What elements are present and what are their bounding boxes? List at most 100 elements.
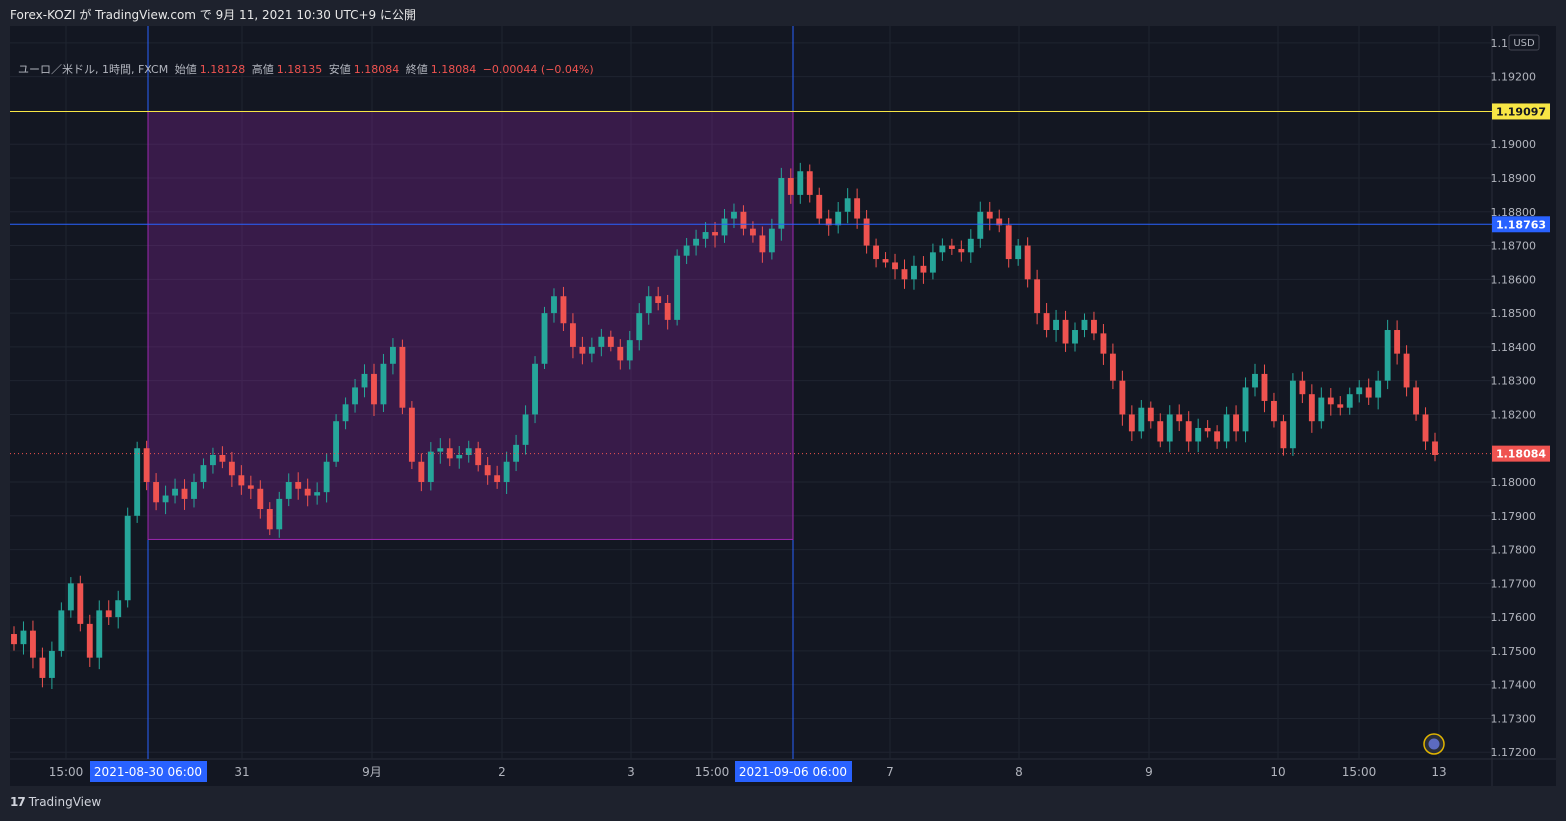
- candle-body: [191, 482, 197, 499]
- price-axis[interactable]: 1.193001.192001.190001.189001.188001.187…: [1491, 37, 1537, 759]
- price-tick-label: 1.17200: [1491, 746, 1537, 759]
- candle-body: [778, 178, 785, 229]
- tradingview-brand[interactable]: 17 TradingView: [10, 795, 101, 809]
- candle-body: [1223, 414, 1230, 442]
- candle-body: [1214, 431, 1221, 442]
- candle-body: [96, 610, 103, 658]
- candle-body: [749, 228, 756, 236]
- candle-body: [475, 448, 482, 466]
- candle-body: [1346, 394, 1353, 408]
- candle-body: [664, 302, 671, 320]
- candle-body: [1147, 407, 1154, 422]
- candle-body: [1053, 319, 1060, 331]
- candle-body: [1166, 414, 1173, 442]
- candle-body: [797, 171, 804, 195]
- candle-body: [134, 448, 141, 516]
- price-tick-label: 1.18000: [1491, 476, 1537, 489]
- candle-body: [295, 482, 302, 489]
- candle-body: [39, 657, 46, 678]
- candle-body: [958, 248, 965, 253]
- publish-header: Forex-KOZI が TradingView.com で 9月 11, 20…: [0, 0, 1566, 26]
- candle-body: [759, 235, 766, 253]
- clock-icon-face: [1428, 738, 1440, 750]
- legend-change: −0.00044 (−0.04%): [482, 63, 594, 76]
- candle-body: [124, 515, 131, 601]
- price-tick-label: 1.18900: [1491, 172, 1537, 185]
- range-end-label: 2021-09-06 06:00: [739, 765, 847, 779]
- candle-body: [844, 198, 851, 212]
- candle-body: [276, 498, 283, 530]
- candle-body: [11, 634, 17, 645]
- candle-body: [1024, 245, 1031, 280]
- legend-high-value: 1.18135: [276, 63, 323, 76]
- candle-body: [967, 238, 974, 253]
- candle-body: [172, 488, 178, 496]
- candle-body: [408, 407, 415, 462]
- candle-body: [1365, 387, 1372, 398]
- candle-body: [768, 228, 775, 253]
- legend-open-label: 始値: [174, 63, 197, 76]
- time-tick-label: 7: [886, 765, 894, 779]
- currency-badge[interactable]: USD: [1508, 34, 1540, 51]
- candle-body: [323, 461, 330, 493]
- candle-body: [636, 313, 643, 341]
- candle-body: [427, 451, 434, 483]
- candle-body: [1299, 380, 1306, 395]
- candle-body: [380, 363, 387, 405]
- candle-body: [1157, 421, 1164, 442]
- candle-body: [1195, 427, 1202, 442]
- candle-body: [721, 218, 728, 236]
- candle-body: [1394, 330, 1401, 354]
- legend-high-label: 高値: [251, 63, 274, 76]
- symbol-legend[interactable]: ユーロ／米ドル, 1時間, FXCM 始値 1.18128 高値 1.18135 安…: [18, 61, 597, 77]
- legend-open-value: 1.18128: [199, 63, 246, 76]
- candle-body: [352, 387, 358, 405]
- candle-body: [456, 454, 463, 459]
- candle-body: [731, 211, 737, 219]
- candle-body: [58, 610, 65, 651]
- candle-body: [389, 346, 396, 364]
- candle-body: [361, 373, 368, 388]
- price-tick-label: 1.17300: [1491, 712, 1537, 725]
- price-tick-label: 1.18800: [1491, 206, 1537, 219]
- candle-body: [210, 454, 216, 466]
- price-axis-background[interactable]: [1492, 26, 1556, 786]
- price-tick-label: 1.18500: [1491, 307, 1537, 320]
- range-start-label: 2021-08-30 06:00: [94, 765, 202, 779]
- candle-body: [285, 482, 292, 499]
- candle-body: [30, 630, 36, 658]
- candle-body: [948, 245, 955, 249]
- candle-body: [532, 363, 538, 415]
- legend-close-label: 終値: [405, 63, 428, 76]
- time-tick-label: 15:00: [1342, 765, 1377, 779]
- candle-body: [1128, 414, 1135, 432]
- blue-level-label: 1.18763: [1496, 218, 1546, 231]
- candle-body: [702, 232, 709, 239]
- candle-body: [1233, 414, 1239, 432]
- candle-body: [1289, 380, 1296, 449]
- time-tick-label: 31: [234, 765, 249, 779]
- clock-icon[interactable]: [1423, 733, 1445, 755]
- time-tick-label: 2: [498, 765, 506, 779]
- price-tick-label: 1.17600: [1491, 611, 1537, 624]
- price-tick-label: 1.19000: [1491, 138, 1537, 151]
- candle-body: [181, 488, 188, 499]
- candle-body: [200, 465, 207, 483]
- candle-body: [1015, 245, 1022, 260]
- candle-body: [873, 245, 880, 260]
- time-axis[interactable]: 15:00 31 9月 2 3 15:00 7 8 9 10 15:00 13 2021-08-30 0…: [49, 761, 1447, 782]
- time-tick-label: 9: [1145, 765, 1153, 779]
- candle-body: [342, 404, 349, 422]
- last-price-label: 1.18084: [1496, 448, 1546, 461]
- currency-badge-box: [1508, 34, 1540, 51]
- candle-body: [693, 238, 700, 246]
- price-tick-label: 1.17900: [1491, 510, 1537, 523]
- yellow-level-label: 1.19097: [1496, 105, 1546, 118]
- currency-label: USD: [1513, 38, 1535, 49]
- candle-body: [77, 583, 84, 624]
- tradingview-logo-icon: 17: [10, 795, 26, 809]
- candle-body: [1005, 225, 1012, 260]
- candle-body: [1252, 373, 1258, 388]
